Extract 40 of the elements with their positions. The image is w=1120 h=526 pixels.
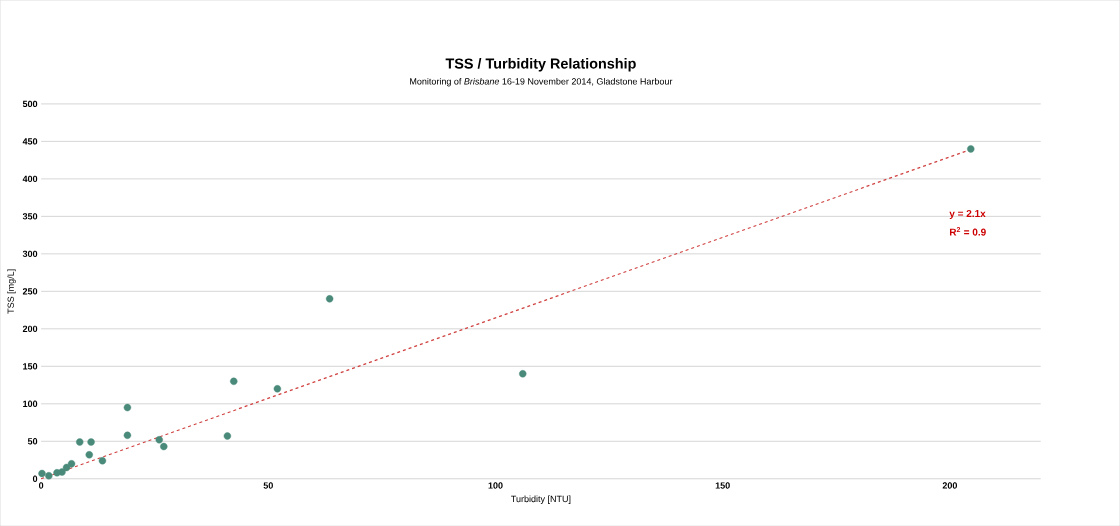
point bbox=[273, 385, 282, 393]
point bbox=[98, 456, 107, 465]
point bbox=[123, 431, 132, 439]
y-tick-label: 400 bbox=[22, 175, 38, 182]
y-tick-label: 50 bbox=[27, 438, 38, 445]
point bbox=[62, 463, 71, 472]
x-tick-label: 50 bbox=[263, 482, 273, 489]
point bbox=[230, 377, 238, 385]
y-tick-label: 100 bbox=[23, 400, 38, 407]
y-tick-label: 500 bbox=[22, 100, 38, 107]
point bbox=[45, 471, 53, 480]
point bbox=[38, 469, 46, 478]
x-tick-label: 0 bbox=[38, 482, 44, 489]
point bbox=[325, 295, 334, 303]
y-tick-label: 200 bbox=[22, 325, 38, 332]
point bbox=[123, 403, 132, 412]
point bbox=[223, 432, 232, 440]
x-tick-label: 100 bbox=[488, 482, 503, 489]
chart-title: TSS / Turbidity Relationship bbox=[445, 58, 636, 72]
y-tick-label: 350 bbox=[22, 213, 38, 220]
point bbox=[160, 442, 168, 451]
y-tick-label: 250 bbox=[22, 288, 38, 295]
y-tick-label: 300 bbox=[22, 250, 38, 257]
x-tick-label: 150 bbox=[715, 482, 730, 489]
point bbox=[76, 438, 84, 446]
x-axis-title: Turbidity [NTU] bbox=[511, 495, 571, 504]
annotation: y = 2.1x bbox=[949, 209, 986, 219]
y-tick-label: 150 bbox=[23, 363, 38, 370]
point bbox=[67, 459, 76, 468]
y-tick-label: 0 bbox=[32, 475, 38, 482]
point bbox=[87, 438, 95, 446]
point bbox=[519, 370, 527, 378]
annotation: R$^{2}$ = 0.9 bbox=[949, 226, 986, 236]
point bbox=[155, 435, 163, 444]
x-tick-label: 200 bbox=[942, 482, 958, 489]
point bbox=[967, 145, 975, 153]
chart-subtitle: Monitoring of Brisbane 16-19 November 2014, Gladstone Harbour bbox=[410, 77, 673, 87]
y-tick-label: 450 bbox=[22, 138, 38, 145]
y-axis-title: TSS [mg/L] bbox=[7, 269, 16, 314]
point bbox=[85, 450, 93, 459]
